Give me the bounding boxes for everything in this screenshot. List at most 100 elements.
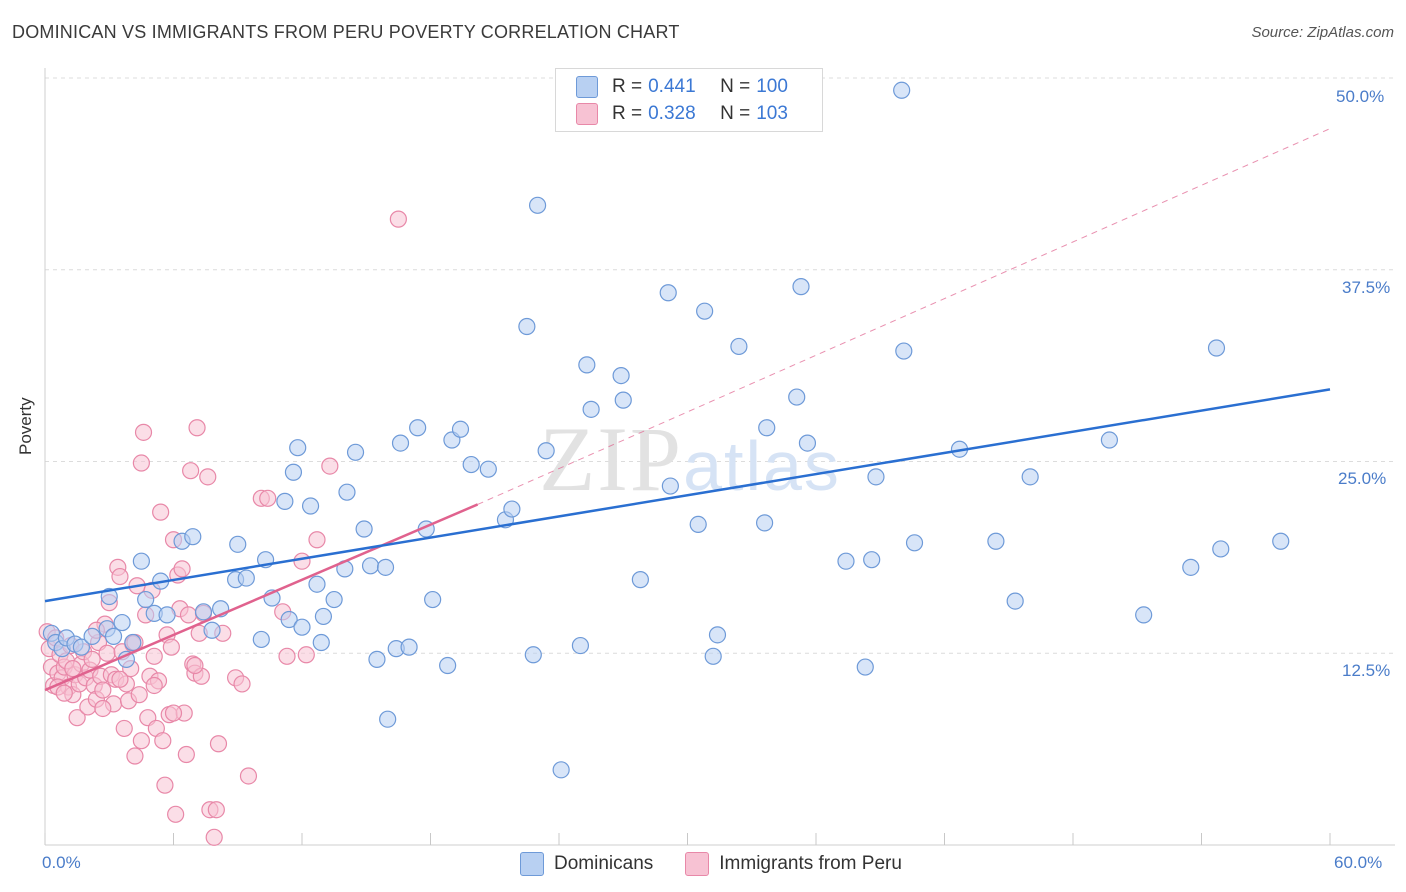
peru-point — [278, 647, 296, 665]
peru-point — [179, 606, 198, 624]
dominican-point — [451, 420, 470, 438]
dominican-point — [867, 468, 885, 486]
peru-point — [293, 552, 311, 570]
dominican-point — [72, 638, 91, 656]
peru-point — [126, 747, 144, 765]
dominican-point — [376, 558, 395, 576]
dominican-point — [571, 636, 590, 655]
dominican-point — [524, 646, 542, 664]
dominican-point — [312, 633, 330, 652]
legend-n-label: N = — [720, 103, 751, 124]
peru-point — [145, 676, 163, 695]
y-tick-label: 12.5% — [1342, 661, 1391, 680]
dominican-point — [1135, 606, 1153, 624]
peru-point — [205, 828, 223, 846]
legend-n-value: 103 — [756, 103, 788, 124]
dominican-point — [252, 630, 270, 649]
dominican-point — [132, 552, 150, 570]
legend-swatch-blue — [576, 76, 598, 98]
dominican-trend-line — [44, 388, 1331, 603]
dominican-point — [1006, 592, 1024, 610]
dominican-point — [1021, 468, 1039, 486]
trend-lines — [44, 128, 1331, 692]
dominican-point — [696, 302, 714, 320]
peru-point — [308, 531, 326, 549]
peru-point — [321, 457, 339, 475]
peru-point — [94, 699, 112, 718]
y-tick-label: 50.0% — [1336, 87, 1385, 106]
peru-point — [182, 462, 200, 480]
legend-r-value: 0.328 — [648, 103, 696, 124]
dominican-point — [893, 81, 911, 99]
dominican-point — [391, 434, 410, 452]
dominican-point — [612, 366, 630, 385]
legend-item-dominicans[interactable]: Dominicans — [520, 852, 653, 876]
dominican-point — [518, 317, 536, 336]
peru-point — [167, 805, 185, 823]
dominican-point — [301, 497, 320, 515]
peru-point — [188, 419, 206, 437]
peru-point — [130, 686, 148, 704]
dominican-point — [1272, 532, 1290, 550]
peru-point — [207, 801, 225, 819]
legend-swatch-blue — [520, 852, 544, 876]
dominican-point — [346, 443, 365, 461]
peru-point — [55, 684, 73, 702]
dominican-point — [987, 532, 1005, 550]
y-tick-label: 37.5% — [1342, 278, 1391, 297]
x-tick-label-min: 0.0% — [42, 853, 81, 872]
axes — [44, 68, 1395, 846]
series-legend: Dominicans Immigrants from Peru — [520, 852, 934, 876]
chart-title: DOMINICAN VS IMMIGRANTS FROM PERU POVERT… — [12, 22, 680, 42]
dominican-point — [863, 551, 881, 569]
legend-label-peru: Immigrants from Peru — [719, 853, 902, 874]
dominican-point — [503, 500, 521, 518]
peru-point — [186, 656, 204, 675]
dominican-point — [424, 590, 442, 609]
peru-point — [209, 735, 228, 753]
legend-n-label: N = — [720, 76, 751, 97]
legend-n-value: 100 — [756, 76, 788, 97]
dominican-point — [124, 633, 142, 652]
y-axis-label: Poverty — [16, 397, 35, 455]
peru-point — [164, 704, 183, 722]
legend-swatch-pink — [685, 852, 710, 876]
dominican-point — [400, 638, 418, 656]
dominican-point — [325, 590, 343, 609]
peru-trend-extension — [477, 128, 1331, 505]
dominican-point — [83, 627, 101, 645]
dominican-point — [293, 618, 311, 636]
peru-point — [154, 732, 172, 750]
peru-point — [239, 767, 258, 785]
peru-point — [145, 647, 163, 665]
peru-point — [156, 776, 174, 794]
correlation-legend: R = 0.441 N = 100 R = 0.328 N = 103 — [555, 68, 823, 132]
dominican-point — [1182, 558, 1200, 576]
legend-r-label: R = — [612, 76, 643, 97]
x-tick-label-max: 60.0% — [1334, 853, 1383, 872]
dominican-point — [237, 569, 255, 587]
legend-item-peru[interactable]: Immigrants from Peru — [685, 852, 902, 876]
dominican-point — [905, 534, 924, 552]
peru-point — [152, 503, 170, 521]
dominican-point — [100, 587, 118, 606]
peru-point — [199, 468, 217, 486]
legend-label-dominicans: Dominicans — [554, 853, 654, 874]
dominican-point — [280, 610, 298, 629]
dominican-point — [308, 575, 326, 593]
peru-point — [111, 567, 129, 586]
dominican-point — [229, 535, 247, 553]
peru-point — [162, 638, 180, 656]
peru-point — [111, 670, 129, 688]
dominican-point — [614, 391, 632, 409]
dominican-point — [798, 434, 817, 452]
dominican-point — [314, 607, 333, 626]
dominican-point — [158, 606, 176, 624]
dominican-point — [631, 571, 649, 589]
dominican-point — [792, 278, 810, 296]
dominican-point — [113, 613, 131, 632]
peru-point — [297, 646, 315, 664]
dominican-point — [689, 515, 707, 533]
dominican-point — [1212, 540, 1230, 558]
